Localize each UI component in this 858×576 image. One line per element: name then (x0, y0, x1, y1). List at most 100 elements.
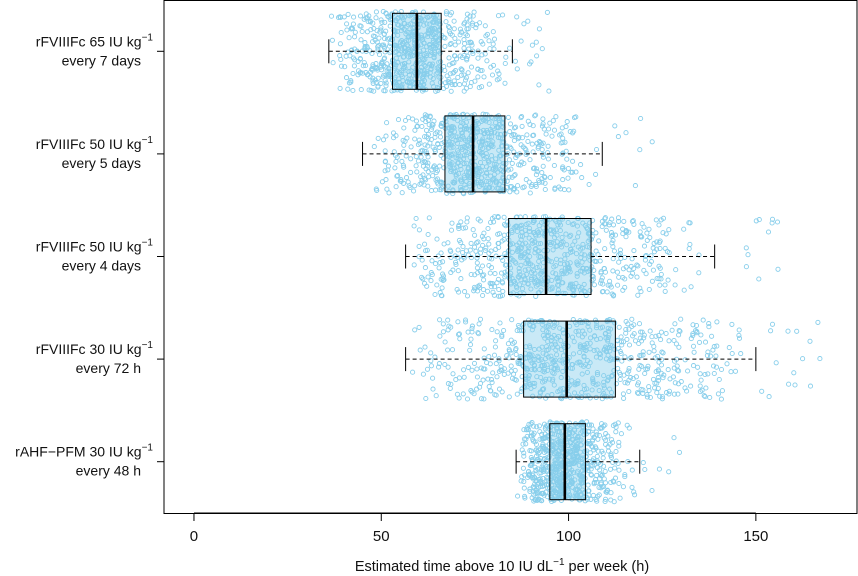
data-point (529, 352, 535, 358)
data-point (488, 153, 495, 159)
data-point (592, 333, 598, 339)
data-point (580, 420, 586, 426)
data-point (732, 368, 739, 374)
data-point (555, 367, 561, 373)
data-point (527, 253, 533, 260)
data-point (601, 385, 607, 391)
data-point (521, 280, 527, 286)
data-point (416, 243, 422, 249)
data-point (430, 76, 436, 82)
data-point (451, 169, 457, 175)
data-point (590, 217, 596, 223)
data-point (652, 385, 658, 391)
data-point (598, 485, 604, 491)
data-point (610, 256, 616, 262)
data-point (366, 87, 372, 93)
data-point (527, 321, 533, 327)
data-point (520, 465, 526, 471)
data-point (485, 157, 491, 163)
data-point (475, 74, 481, 80)
data-point (463, 145, 469, 151)
data-point (413, 215, 419, 222)
data-point (542, 434, 548, 440)
data-point (348, 25, 355, 31)
data-point (577, 344, 583, 350)
data-point (439, 285, 445, 291)
data-point (554, 239, 560, 245)
data-point (577, 349, 583, 356)
data-point (431, 55, 437, 61)
data-point (551, 371, 557, 377)
data-point (545, 329, 551, 336)
data-point (794, 328, 800, 334)
data-point (461, 45, 467, 51)
data-point (441, 139, 447, 145)
data-point (703, 385, 709, 391)
data-point (629, 467, 635, 473)
data-point (671, 435, 677, 441)
data-point (349, 47, 355, 53)
data-point (587, 236, 593, 243)
data-point (570, 442, 576, 448)
data-point (515, 246, 521, 252)
data-point (411, 188, 417, 194)
data-point (501, 160, 507, 166)
data-point (452, 42, 458, 48)
data-point (623, 130, 629, 136)
data-point (539, 362, 545, 369)
data-point (457, 336, 463, 342)
data-point (491, 175, 497, 181)
data-point (659, 394, 665, 400)
data-point (330, 60, 336, 66)
data-point (599, 289, 605, 295)
data-point (428, 136, 434, 143)
data-point (481, 74, 487, 80)
data-point (574, 436, 581, 443)
data-point (477, 68, 483, 74)
data-point (726, 345, 732, 351)
data-point (666, 338, 672, 344)
data-point (570, 158, 576, 164)
data-point (486, 250, 492, 256)
data-point (514, 66, 520, 72)
data-point (549, 378, 556, 384)
data-point (464, 33, 470, 39)
data-point (512, 58, 518, 64)
data-point (641, 332, 647, 338)
data-point (631, 265, 637, 272)
data-point (412, 183, 418, 189)
data-point (513, 214, 519, 220)
data-point (556, 184, 562, 190)
data-point (547, 227, 553, 234)
data-point (476, 85, 482, 91)
data-point (493, 361, 499, 367)
data-point (457, 177, 463, 183)
data-point (488, 219, 494, 225)
data-point (791, 370, 797, 376)
data-point (581, 470, 587, 476)
data-point (545, 156, 551, 162)
data-point (524, 384, 530, 390)
data-point (743, 245, 749, 251)
data-point (647, 328, 653, 334)
data-point (456, 289, 462, 295)
data-point (527, 343, 533, 349)
data-point (512, 224, 518, 230)
data-point (670, 374, 676, 380)
data-point (445, 317, 451, 323)
data-point (343, 75, 350, 81)
data-point (542, 186, 548, 193)
data-point (554, 352, 560, 358)
data-point (395, 172, 401, 179)
data-point (494, 374, 500, 380)
data-point (538, 241, 544, 247)
data-point (461, 374, 467, 380)
data-point (555, 493, 561, 499)
data-point (557, 357, 563, 363)
data-point (542, 174, 548, 180)
data-point (406, 37, 412, 43)
data-point (666, 388, 673, 394)
data-point (498, 153, 504, 159)
data-point (569, 378, 575, 384)
data-point (524, 355, 530, 361)
